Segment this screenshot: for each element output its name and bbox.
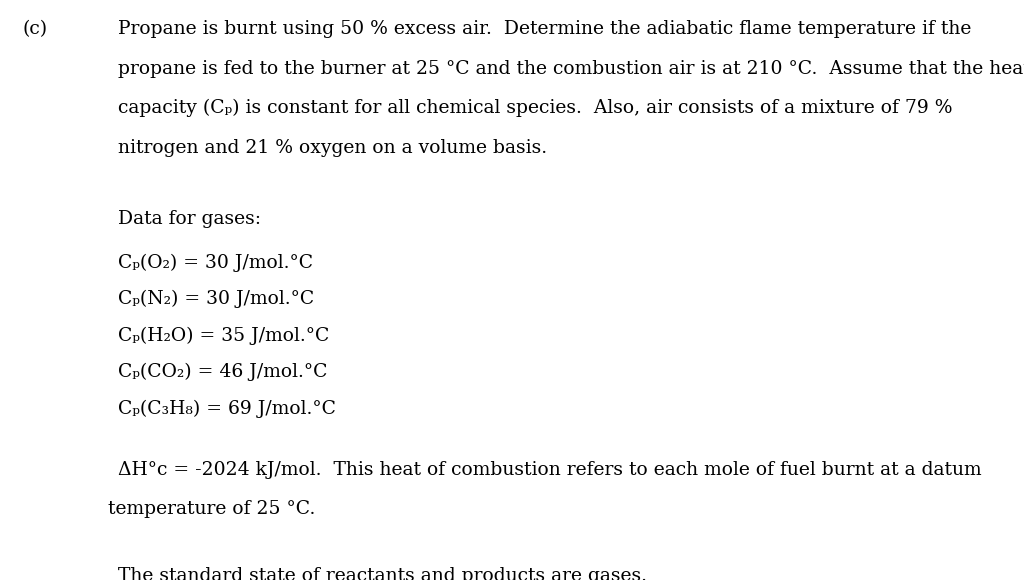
Text: capacity (Cₚ) is constant for all chemical species.  Also, air consists of a mix: capacity (Cₚ) is constant for all chemic… — [118, 99, 952, 117]
Text: Cₚ(CO₂) = 46 J/mol.°C: Cₚ(CO₂) = 46 J/mol.°C — [118, 363, 328, 381]
Text: Cₚ(H₂O) = 35 J/mol.°C: Cₚ(H₂O) = 35 J/mol.°C — [118, 327, 329, 345]
Text: propane is fed to the burner at 25 °C and the combustion air is at 210 °C.  Assu: propane is fed to the burner at 25 °C an… — [118, 60, 1024, 78]
Text: (c): (c) — [23, 20, 48, 38]
Text: The standard state of reactants and products are gases.: The standard state of reactants and prod… — [118, 567, 647, 580]
Text: ΔH°c = -2024 kJ/mol.  This heat of combustion refers to each mole of fuel burnt : ΔH°c = -2024 kJ/mol. This heat of combus… — [118, 461, 981, 478]
Text: temperature of 25 °C.: temperature of 25 °C. — [108, 500, 315, 518]
Text: Cₚ(N₂) = 30 J/mol.°C: Cₚ(N₂) = 30 J/mol.°C — [118, 290, 314, 308]
Text: Data for gases:: Data for gases: — [118, 210, 261, 228]
Text: nitrogen and 21 % oxygen on a volume basis.: nitrogen and 21 % oxygen on a volume bas… — [118, 139, 547, 157]
Text: Cₚ(O₂) = 30 J/mol.°C: Cₚ(O₂) = 30 J/mol.°C — [118, 253, 313, 271]
Text: Cₚ(C₃H₈) = 69 J/mol.°C: Cₚ(C₃H₈) = 69 J/mol.°C — [118, 400, 336, 418]
Text: Propane is burnt using 50 % excess air.  Determine the adiabatic flame temperatu: Propane is burnt using 50 % excess air. … — [118, 20, 971, 38]
